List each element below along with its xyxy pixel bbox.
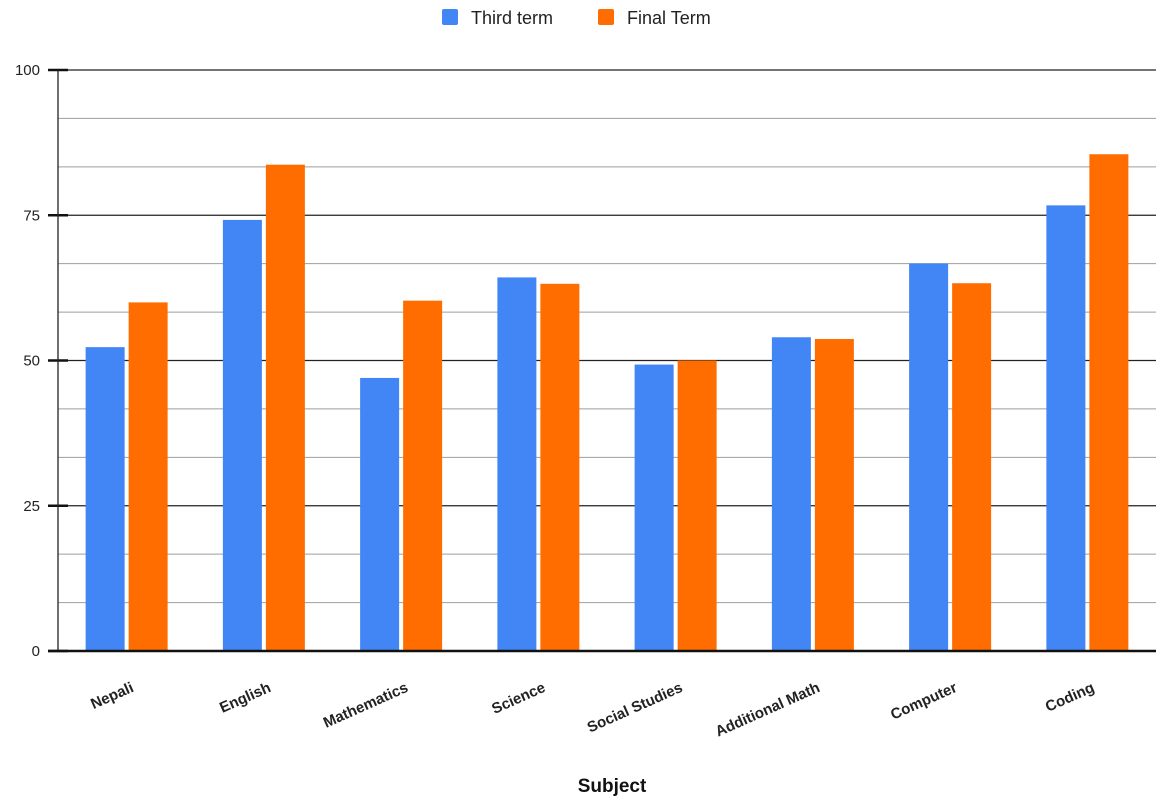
bar-final-term[interactable] bbox=[403, 300, 443, 651]
bar-final-term[interactable] bbox=[265, 164, 305, 651]
x-category-label: Additional Math bbox=[713, 679, 823, 740]
bar-third-term[interactable] bbox=[360, 377, 400, 651]
bar-third-term[interactable] bbox=[634, 364, 674, 651]
y-tick-labels: 0 25 50 75 100 bbox=[15, 62, 40, 660]
legend-label[interactable]: Third term bbox=[471, 8, 553, 28]
y-tick-label: 25 bbox=[23, 498, 40, 515]
bar-third-term[interactable] bbox=[1046, 205, 1086, 652]
x-axis-title: Subject bbox=[578, 776, 647, 797]
legend-swatch[interactable] bbox=[598, 9, 614, 25]
y-tick-label: 100 bbox=[15, 62, 40, 79]
bar-final-term[interactable] bbox=[814, 339, 854, 651]
y-tick-label: 50 bbox=[23, 353, 40, 370]
bar-final-term[interactable] bbox=[540, 283, 580, 651]
legend[interactable]: Third term Final Term bbox=[442, 8, 711, 28]
x-category-label: English bbox=[217, 679, 273, 717]
y-tick-label: 0 bbox=[32, 643, 40, 660]
x-category-label: Social Studies bbox=[585, 679, 686, 736]
gridlines bbox=[58, 69, 1156, 652]
bar-final-term[interactable] bbox=[952, 283, 992, 651]
axes bbox=[48, 68, 1156, 653]
x-category-label: Nepali bbox=[88, 679, 136, 713]
legend-swatch[interactable] bbox=[442, 9, 458, 25]
x-category-label: Science bbox=[489, 679, 548, 718]
bar-third-term[interactable] bbox=[85, 347, 125, 651]
x-category-label: Computer bbox=[888, 679, 960, 723]
bar-final-term[interactable] bbox=[677, 360, 717, 652]
x-category-labels: Nepali English Mathematics Science Social St… bbox=[88, 679, 1097, 740]
bar-final-term[interactable] bbox=[128, 302, 168, 651]
bars bbox=[85, 154, 1129, 652]
bar-third-term[interactable] bbox=[909, 263, 949, 651]
y-tick-label: 75 bbox=[23, 207, 40, 224]
x-category-label: Coding bbox=[1043, 679, 1097, 716]
bar-final-term[interactable] bbox=[1089, 154, 1129, 651]
bar-third-term[interactable] bbox=[497, 277, 537, 651]
legend-label[interactable]: Final Term bbox=[627, 8, 711, 28]
x-category-label: Mathematics bbox=[321, 679, 411, 731]
bar-third-term[interactable] bbox=[222, 219, 262, 651]
bar-third-term[interactable] bbox=[771, 337, 811, 651]
